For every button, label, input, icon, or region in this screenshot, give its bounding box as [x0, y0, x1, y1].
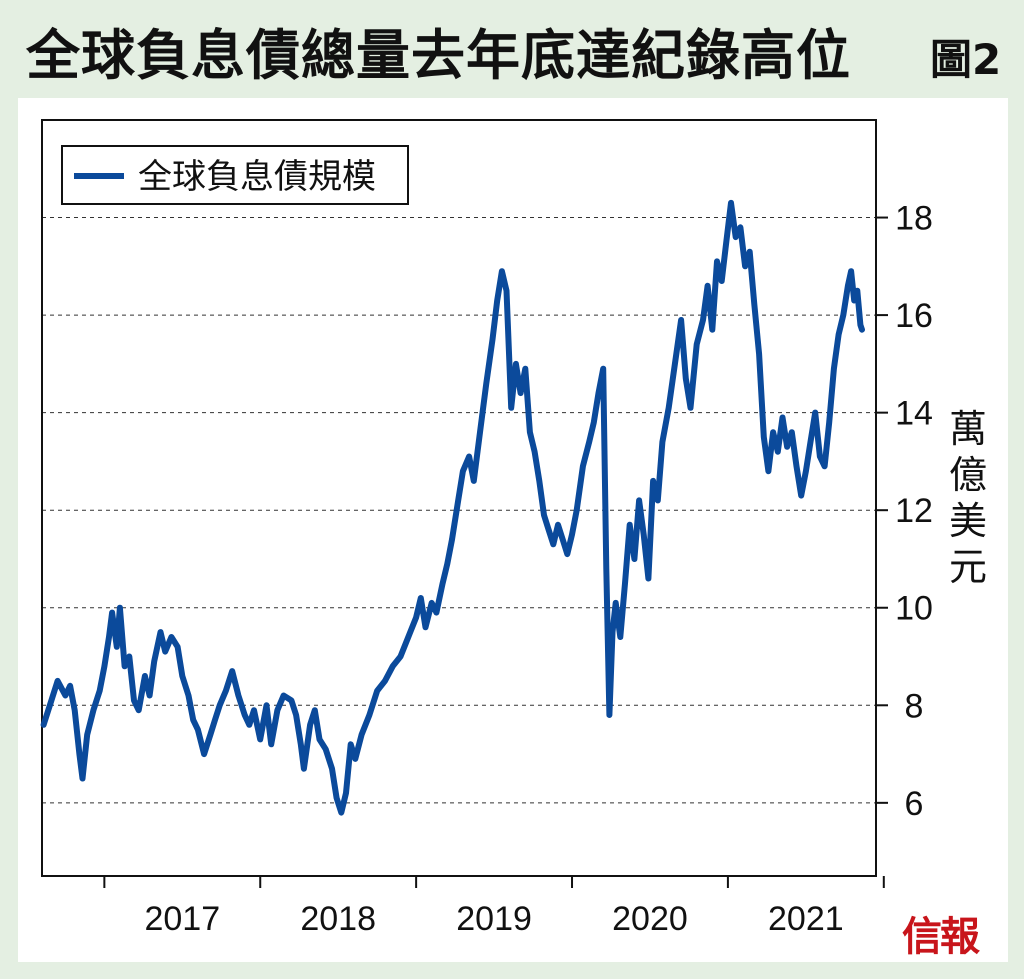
- line-chart: 6 8 10 12 14 16 18 2017 2018 2019 2020 2021 全球負息債規模萬…: [40, 119, 987, 938]
- y-tick-label-18: 18: [895, 200, 933, 238]
- x-tick-label-2019: 2019: [456, 900, 532, 938]
- x-tick-label-2021: 2021: [768, 900, 844, 938]
- y-axis-title-char: 元: [949, 545, 987, 589]
- y-tick-label-12: 12: [895, 492, 933, 530]
- plot-frame: [41, 119, 877, 877]
- publisher-logo: 信報: [902, 913, 980, 960]
- chart-title: 全球負息債總量去年底達紀錄高位: [26, 24, 851, 87]
- figure-number: 圖2: [930, 35, 1002, 84]
- y-tick-label-6: 6: [905, 785, 924, 823]
- y-axis-title-char: 萬: [949, 407, 987, 451]
- chart-panel: 6 8 10 12 14 16 18 2017 2018 2019 2020 2021 全球負息債規模萬…: [18, 98, 1008, 962]
- y-tick-label-10: 10: [895, 590, 933, 628]
- y-tick-label-14: 14: [895, 395, 933, 433]
- x-tick-label-2017: 2017: [144, 900, 220, 938]
- x-tick-label-2020: 2020: [612, 900, 688, 938]
- series-line-negative-yield-debt: [40, 199, 865, 816]
- y-tick-label-8: 8: [905, 687, 924, 725]
- y-tick-label-16: 16: [895, 297, 933, 335]
- y-axis-title-char: 億: [949, 453, 987, 497]
- x-tick-label-2018: 2018: [300, 900, 376, 938]
- y-axis-title-char: 美: [949, 499, 987, 543]
- legend-label: 全球負息債規模: [138, 157, 376, 197]
